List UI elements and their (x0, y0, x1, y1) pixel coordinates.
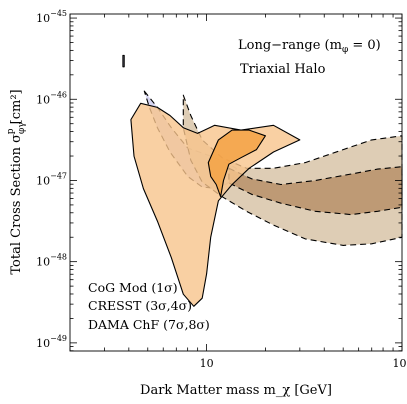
annotation-triaxial-halo: Triaxial Halo (240, 62, 326, 77)
y-axis-title-sub: φγ (17, 122, 27, 134)
x-tick-label: 102 (392, 354, 407, 370)
region-dama-chf-7 (130, 102, 301, 307)
y-tick-label-exp: −46 (50, 90, 67, 99)
y-tick-label-base: 10 (36, 174, 50, 187)
region-cresst-4 (228, 166, 403, 216)
y-tick-label: 10−45 (36, 9, 67, 25)
annotation-long-range-sub: φ (342, 45, 348, 55)
y-tick-label-exp: −48 (50, 253, 67, 262)
legend-entry-cresst: CRESST (3σ,4σ) (88, 298, 192, 313)
plot-frame (69, 13, 403, 352)
legend-entry-dama-chf: DAMA ChF (7σ,8σ) (88, 317, 210, 332)
region-dama-chf-8 (207, 129, 266, 198)
x-tick-label: 10 (200, 357, 214, 370)
y-axis-title: Total Cross Section σφγp [cm²] (6, 89, 27, 274)
y-tick-label-exp: −49 (50, 334, 67, 343)
contour-regions (122, 54, 403, 307)
y-tick-label: 10−47 (36, 171, 67, 187)
annotation-long-range-main: Long−range (m (238, 38, 342, 53)
legend: CoG Mod (1σ) CRESST (3σ,4σ) DAMA ChF (7σ… (88, 280, 210, 332)
y-axis-title-main: Total Cross Section σ (9, 134, 24, 275)
annotation-long-range-tail: = 0) (348, 38, 381, 53)
y-tick-label-base: 10 (36, 93, 50, 106)
y-tick-label: 10−49 (36, 334, 67, 350)
y-tick-label-base: 10 (36, 337, 50, 350)
y-tick-label-exp: −47 (50, 171, 67, 180)
y-tick-label-base: 10 (36, 12, 50, 25)
x-tick-label-base: 10 (200, 357, 214, 370)
y-tick-label-base: 10 (36, 256, 50, 269)
annotation-long-range: Long−range (mφ = 0) (238, 38, 381, 55)
x-tick-label-base: 10 (392, 357, 406, 370)
y-axis-title-sup: p (6, 128, 16, 134)
region-cog-mod-1-small (122, 54, 125, 68)
y-tick-label: 10−48 (36, 253, 67, 269)
x-axis-title: Dark Matter mass m_χ [GeV] (140, 383, 332, 398)
y-axis-title-unit: [cm²] (9, 89, 24, 128)
y-tick-label-exp: −45 (50, 9, 67, 18)
y-tick-label: 10−46 (36, 90, 67, 106)
legend-entry-cog-mod: CoG Mod (1σ) (88, 280, 178, 295)
